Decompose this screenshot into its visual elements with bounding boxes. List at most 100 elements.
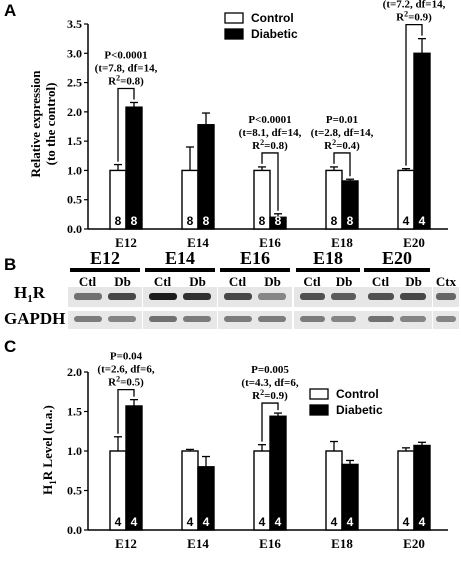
panel-a-bar-diabetic-e12 (125, 106, 143, 230)
blot-group-label-e20: E20 (382, 248, 412, 268)
panel-c-ytick-label: 0.0 (67, 523, 82, 537)
blot-band-gapdh (331, 316, 356, 322)
panel-a-legend-swatch (224, 12, 244, 24)
blot-band-h1r (368, 293, 394, 300)
blot-band-gapdh (258, 316, 286, 322)
panel-c-y-axis-label: H1R Level (u.a.) (40, 405, 58, 495)
panel-c-n-label: 4 (259, 515, 266, 529)
blot-membrane-gapdh (68, 311, 142, 329)
panel-c-n-label: 4 (419, 515, 426, 529)
panel-c-category-label: E20 (403, 536, 425, 551)
blot-band-h1r (331, 293, 356, 300)
blot-band-gapdh (224, 316, 252, 322)
panel-c-ytick-label: 1.5 (67, 405, 82, 419)
panel-c-stat-annotation-e16: P=0.005 (t=4.3, df=6, R2=0.9) (241, 364, 298, 402)
blot-lane-label-db: Db (264, 274, 281, 289)
panel-a-ytick-label: 3.5 (67, 17, 82, 31)
blot-band-h1r (183, 293, 211, 300)
blot-band-ctx-gapdh (436, 316, 456, 322)
panel-a-n-label: 8 (131, 214, 138, 228)
panel-c-legend-label: Control (336, 387, 379, 401)
panel-c-n-label: 4 (187, 515, 194, 529)
panel-c-n-label: 4 (203, 515, 210, 529)
panel-c-category-label: E16 (259, 536, 281, 551)
panel-a-stat-annotation-e16: P<0.0001 (t=8.1, df=14, R2=0.8) (239, 114, 302, 152)
panel-a-n-label: 8 (115, 214, 122, 228)
blot-band-gapdh (300, 316, 325, 322)
panel-c-n-label: 4 (131, 515, 138, 529)
panel-a-n-label: 8 (203, 214, 210, 228)
blot-lane-label-db: Db (405, 274, 422, 289)
blot-group-bar-e12 (70, 268, 140, 272)
blot-lane-label-db: Db (336, 274, 353, 289)
blot-band-h1r (258, 293, 286, 300)
panel-a-n-label: 8 (275, 214, 282, 228)
panel-a-significance-bracket (261, 152, 279, 211)
panel-c-ytick-label: 1.0 (67, 444, 82, 458)
western-blot: H1R GAPDH E12 Ctl Db E14 Ctl Db E16 Ctl Db E18 Ctl… (4, 248, 459, 329)
panel-a-n-label: 8 (259, 214, 266, 228)
blot-membrane-h1r (218, 287, 292, 307)
blot-band-gapdh (368, 316, 394, 322)
panel-a-category-label: E16 (259, 235, 281, 250)
panel-a-stat-annotation-e12: P<0.0001 (t=7.8, df=14, R2=0.8) (95, 49, 158, 87)
panel-a-n-label: 8 (187, 214, 194, 228)
blot-band-gapdh (183, 316, 211, 322)
panel-c-category-label: E12 (115, 536, 137, 551)
panel-c-legend-label: Diabetic (336, 403, 383, 417)
panel-a-ytick-label: 3.0 (67, 46, 82, 60)
blot-group-label-e18: E18 (313, 248, 343, 268)
panel-a-stat-annotation-e18: P=0.01 (t=2.8, df=14, R2=0.4) (311, 114, 374, 152)
panel-a-ytick-label: 1.0 (67, 163, 82, 177)
blot-group-bar-e20 (364, 268, 430, 272)
blot-lane-label-ctx: Ctx (436, 274, 457, 289)
blot-group-bar-e14 (145, 268, 215, 272)
panel-c-stat-annotation-e12: P=0.04 (t=2.6, df=6, R2=0.5) (97, 351, 154, 389)
panel-c-bar-diabetic-e16 (269, 415, 287, 531)
blot-lane-label-ctl: Ctl (79, 274, 97, 289)
panel-a-y-axis-label: Relative expression(to the control) (28, 70, 58, 178)
blot-lane-label-ctl: Ctl (372, 274, 390, 289)
panel-a-legend-swatch (224, 28, 244, 40)
blot-band-h1r (300, 293, 325, 300)
blot-membrane-h1r (362, 287, 432, 307)
blot-band-gapdh (149, 316, 177, 322)
blot-membrane-gapdh (143, 311, 217, 329)
blot-band-gapdh (108, 316, 136, 322)
blot-band-h1r (149, 293, 177, 300)
panel-c-significance-bracket (261, 402, 279, 442)
blot-lane-label-ctl: Ctl (229, 274, 247, 289)
blot-membrane-gapdh (294, 311, 362, 329)
panel-a-category-label: E14 (187, 235, 209, 250)
panel-a-category-label: E12 (115, 235, 137, 250)
panel-a-n-label: 8 (331, 214, 338, 228)
blot-lane-label-db: Db (189, 274, 206, 289)
panel-c-legend-swatch (309, 388, 329, 400)
blot-band-h1r (108, 293, 136, 300)
panel-a-significance-bracket (117, 87, 135, 162)
blot-membrane-h1r (68, 287, 142, 307)
blot-lane-label-ctl: Ctl (154, 274, 172, 289)
panel-a-ytick-label: 2.5 (67, 76, 82, 90)
panel-b-letter: B (4, 255, 16, 274)
panel-a-n-label: 8 (347, 214, 354, 228)
blot-group-label-e16: E16 (240, 248, 270, 268)
blot-band-h1r (74, 293, 102, 300)
blot-group-bar-e16 (220, 268, 290, 272)
panel-c-letter: C (4, 337, 16, 356)
panel-a-significance-bracket (405, 23, 423, 166)
panel-c-ytick-label: 2.0 (67, 365, 82, 379)
panel-c-n-label: 4 (347, 515, 354, 529)
panel-c-significance-bracket (117, 389, 135, 434)
panel-c-n-label: 4 (115, 515, 122, 529)
panel-a-n-label: 4 (419, 214, 426, 228)
blot-row-gapdh-label: GAPDH (4, 309, 65, 328)
blot-group-label-e14: E14 (165, 248, 195, 268)
panel-c-category-label: E14 (187, 536, 209, 551)
panel-a-letter: A (4, 1, 16, 20)
blot-membrane-gapdh (362, 311, 432, 329)
panel-c-n-label: 4 (403, 515, 410, 529)
blot-row-h1r-label: H1R (14, 283, 46, 305)
